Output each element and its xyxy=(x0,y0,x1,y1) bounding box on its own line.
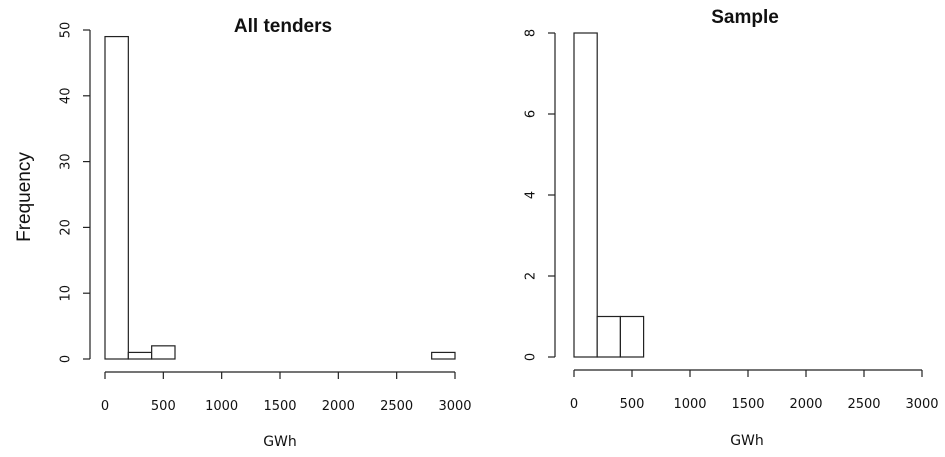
shared-y-axis-label: Frequency xyxy=(14,152,35,242)
x-tick-label: 0 xyxy=(101,399,109,414)
x-tick-label: 1500 xyxy=(263,399,296,414)
y-tick-label: 10 xyxy=(59,285,74,302)
histogram-bar xyxy=(127,351,153,360)
y-tick-label: 30 xyxy=(59,153,74,170)
y-axis: 0 10 20 30 40 50 xyxy=(59,22,91,363)
x-tick-label: 0 xyxy=(570,397,578,412)
x-tick-label: 2000 xyxy=(789,397,822,412)
y-tick-label: 20 xyxy=(59,219,74,236)
y-axis: 0 2 4 6 8 xyxy=(524,29,556,361)
x-axis-title: GWh xyxy=(730,433,764,449)
y-tick-label: 50 xyxy=(59,22,74,39)
x-axis: 0 500 1000 1500 2000 2500 3000 xyxy=(570,369,939,412)
bars-group xyxy=(573,32,645,358)
y-tick-label: 4 xyxy=(524,191,539,199)
x-tick-label: 3000 xyxy=(905,397,938,412)
x-tick-label: 500 xyxy=(151,399,176,414)
x-axis-title: GWh xyxy=(263,434,297,450)
panel-title: All tenders xyxy=(234,16,332,37)
x-tick-label: 3000 xyxy=(438,399,471,414)
x-tick-label: 2500 xyxy=(380,399,413,414)
x-tick-label: 1500 xyxy=(731,397,764,412)
y-tick-label: 0 xyxy=(59,355,74,363)
x-tick-label: 2000 xyxy=(322,399,355,414)
panel-title: Sample xyxy=(711,7,779,28)
x-tick-label: 1000 xyxy=(673,397,706,412)
x-axis: 0 500 1000 1500 2000 2500 3000 xyxy=(101,371,472,414)
panel-all-tenders: All tenders 0 500 1000 1500 2000 2500 3000 0 10… xyxy=(59,16,472,450)
panel-sample: Sample 0 500 1000 1500 2000 2500 3000 0 2 4 6 8 GW… xyxy=(524,7,939,449)
bars-group xyxy=(104,35,456,360)
histogram-bar xyxy=(431,351,456,360)
histogram-bar xyxy=(596,315,622,358)
y-tick-label: 8 xyxy=(524,29,539,37)
y-tick-label: 40 xyxy=(59,88,74,105)
y-tick-label: 6 xyxy=(524,110,539,118)
histogram-bar xyxy=(104,35,129,360)
x-tick-label: 2500 xyxy=(847,397,880,412)
histogram-bar xyxy=(619,315,645,358)
y-tick-label: 2 xyxy=(524,272,539,280)
histogram-bar xyxy=(151,345,176,360)
x-tick-label: 500 xyxy=(620,397,645,412)
histogram-bar xyxy=(573,32,598,358)
x-tick-label: 1000 xyxy=(205,399,238,414)
y-tick-label: 0 xyxy=(524,353,539,361)
